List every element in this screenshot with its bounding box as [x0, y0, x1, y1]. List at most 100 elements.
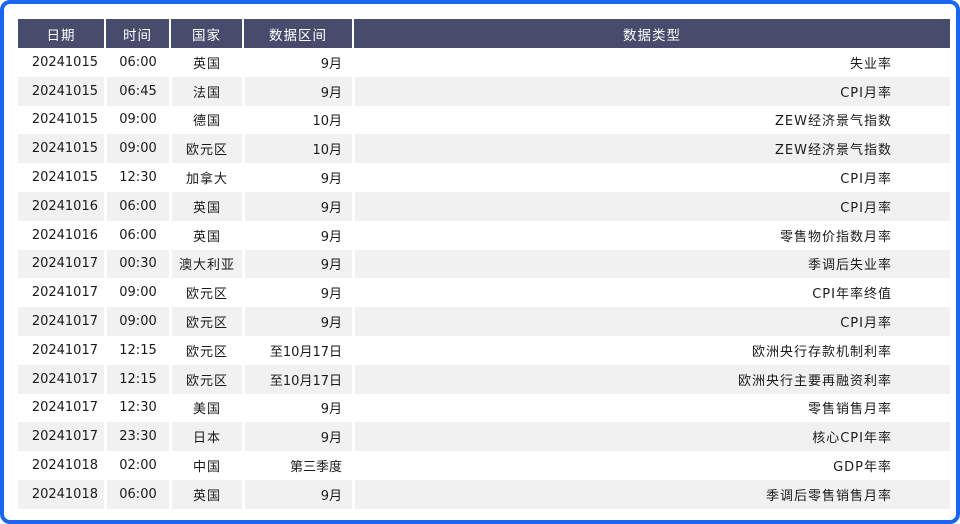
cell-period: 9月 [242, 76, 352, 106]
table-row: 20241015 09:00 德国 10月 ZEW经济景气指数 [18, 105, 950, 135]
cell-period: 至10月17日 [242, 335, 352, 365]
cell-date: 20241015 [18, 48, 104, 77]
cell-country: 欧元区 [169, 364, 242, 394]
cell-country: 德国 [169, 105, 242, 135]
cell-period: 9月 [242, 479, 352, 509]
cell-period: 至10月17日 [242, 364, 352, 394]
cell-type: 核心CPI年率 [352, 422, 950, 452]
cell-period: 9月 [242, 48, 352, 77]
table-row: 20241017 12:30 美国 9月 零售销售月率 [18, 393, 950, 423]
cell-time: 12:30 [104, 163, 169, 192]
cell-country: 英国 [169, 48, 242, 77]
table-row: 20241017 23:30 日本 9月 核心CPI年率 [18, 422, 950, 452]
cell-country: 欧元区 [169, 278, 242, 308]
cell-period: 9月 [242, 249, 352, 279]
table-row: 20241017 09:00 欧元区 9月 CPI年率终值 [18, 278, 950, 308]
cell-time: 09:00 [104, 134, 169, 164]
cell-time: 06:00 [104, 48, 169, 77]
cell-type: 失业率 [352, 48, 950, 77]
cell-country: 欧元区 [169, 335, 242, 365]
cell-type: ZEW经济景气指数 [352, 105, 950, 135]
cell-type: CPI月率 [352, 307, 950, 336]
cell-date: 20241016 [18, 191, 104, 221]
cell-country: 法国 [169, 76, 242, 106]
cell-period: 10月 [242, 105, 352, 135]
cell-period: 9月 [242, 393, 352, 423]
table-row: 20241017 09:00 欧元区 9月 CPI月率 [18, 307, 950, 336]
cell-date: 20241015 [18, 76, 104, 106]
cell-type: CPI年率终值 [352, 278, 950, 308]
column-header-date: 日期 [18, 19, 104, 48]
cell-period: 9月 [242, 220, 352, 250]
column-header-time: 时间 [104, 19, 169, 48]
table-row: 20241015 09:00 欧元区 10月 ZEW经济景气指数 [18, 134, 950, 164]
cell-type: 零售物价指数月率 [352, 220, 950, 250]
economic-calendar-table: 日期 时间 国家 数据区间 数据类型 20241015 06:00 英国 9月 … [18, 19, 950, 509]
cell-time: 09:00 [104, 105, 169, 135]
cell-time: 00:30 [104, 249, 169, 279]
cell-time: 12:15 [104, 364, 169, 394]
cell-time: 02:00 [104, 451, 169, 480]
table-row: 20241018 06:00 英国 9月 季调后零售销售月率 [18, 479, 950, 509]
cell-type: 欧洲央行主要再融资利率 [352, 364, 950, 394]
cell-type: 季调后零售销售月率 [352, 479, 950, 509]
table-row: 20241017 00:30 澳大利亚 9月 季调后失业率 [18, 249, 950, 279]
cell-period: 9月 [242, 163, 352, 192]
cell-type: CPI月率 [352, 191, 950, 221]
cell-date: 20241017 [18, 422, 104, 452]
cell-period: 9月 [242, 278, 352, 308]
cell-date: 20241017 [18, 393, 104, 423]
cell-date: 20241015 [18, 134, 104, 164]
cell-date: 20241016 [18, 220, 104, 250]
cell-time: 12:30 [104, 393, 169, 423]
table-row: 20241016 06:00 英国 9月 CPI月率 [18, 191, 950, 221]
cell-date: 20241018 [18, 451, 104, 480]
cell-date: 20241017 [18, 278, 104, 308]
cell-type: 欧洲央行存款机制利率 [352, 335, 950, 365]
cell-time: 23:30 [104, 422, 169, 452]
table-row: 20241016 06:00 英国 9月 零售物价指数月率 [18, 220, 950, 250]
cell-time: 06:00 [104, 191, 169, 221]
cell-period: 9月 [242, 422, 352, 452]
cell-period: 9月 [242, 191, 352, 221]
cell-country: 欧元区 [169, 307, 242, 336]
cell-date: 20241017 [18, 307, 104, 336]
cell-type: 零售销售月率 [352, 393, 950, 423]
cell-time: 12:15 [104, 335, 169, 365]
table-row: 20241017 12:15 欧元区 至10月17日 欧洲央行主要再融资利率 [18, 364, 950, 394]
table-row: 20241017 12:15 欧元区 至10月17日 欧洲央行存款机制利率 [18, 335, 950, 365]
cell-country: 英国 [169, 191, 242, 221]
cell-date: 20241015 [18, 105, 104, 135]
cell-type: CPI月率 [352, 163, 950, 192]
column-header-period: 数据区间 [242, 19, 352, 48]
cell-type: ZEW经济景气指数 [352, 134, 950, 164]
cell-date: 20241018 [18, 479, 104, 509]
cell-period: 10月 [242, 134, 352, 164]
table-row: 20241018 02:00 中国 第三季度 GDP年率 [18, 451, 950, 480]
cell-country: 英国 [169, 479, 242, 509]
cell-time: 06:00 [104, 220, 169, 250]
table-row: 20241015 12:30 加拿大 9月 CPI月率 [18, 163, 950, 192]
cell-time: 06:45 [104, 76, 169, 106]
table-row: 20241015 06:45 法国 9月 CPI月率 [18, 76, 950, 106]
cell-date: 20241017 [18, 249, 104, 279]
cell-date: 20241017 [18, 335, 104, 365]
cell-time: 09:00 [104, 278, 169, 308]
cell-date: 20241015 [18, 163, 104, 192]
cell-country: 欧元区 [169, 134, 242, 164]
cell-date: 20241017 [18, 364, 104, 394]
cell-time: 09:00 [104, 307, 169, 336]
cell-country: 中国 [169, 451, 242, 480]
cell-type: 季调后失业率 [352, 249, 950, 279]
cell-type: GDP年率 [352, 451, 950, 480]
cell-time: 06:00 [104, 479, 169, 509]
cell-type: CPI月率 [352, 76, 950, 106]
cell-country: 日本 [169, 422, 242, 452]
cell-country: 加拿大 [169, 163, 242, 192]
cell-period: 9月 [242, 307, 352, 336]
cell-period: 第三季度 [242, 451, 352, 480]
column-header-type: 数据类型 [352, 19, 950, 48]
cell-country: 澳大利亚 [169, 249, 242, 279]
cell-country: 美国 [169, 393, 242, 423]
